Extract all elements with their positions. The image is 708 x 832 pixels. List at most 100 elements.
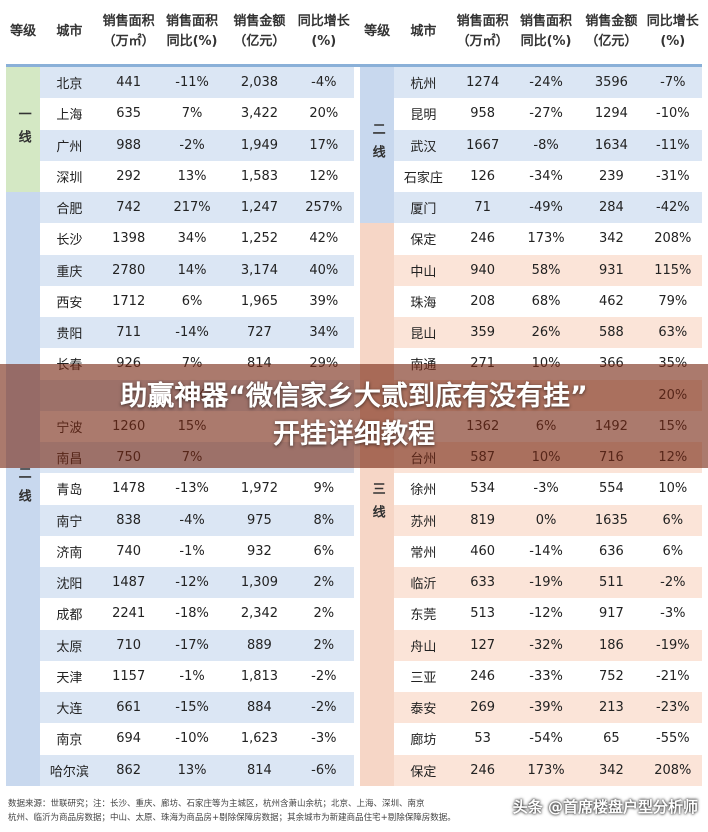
right-area-yoy-cell: -14% [512, 535, 580, 567]
left-amount-yoy-cell: -2% [293, 692, 354, 724]
table-row: 深圳 292 13% 1,583 12% 石家庄 126 -34% 239 -31% [6, 160, 702, 192]
table-row: 成都 2241 -18% 2,342 2% 东莞 513 -12% 917 -3% [6, 598, 702, 630]
right-amount-yoy-cell: -19% [643, 629, 702, 661]
right-amount-cell: 588 [579, 317, 644, 349]
banner-line-1: 助赢神器“微信家乡大贰到底有没有挂” [120, 381, 588, 412]
column-gap [353, 317, 360, 349]
column-gap [353, 348, 360, 380]
right-amount-yoy-cell: -55% [643, 723, 702, 755]
right-amount-yoy-cell: -31% [643, 160, 702, 192]
right-amount-cell: 1634 [579, 129, 644, 161]
right-city-cell: 泰安 [394, 692, 453, 724]
right-area-cell: 958 [452, 98, 513, 130]
left-amount-yoy-cell: 2% [293, 598, 354, 630]
left-city-cell: 大连 [40, 692, 99, 724]
right-area-yoy-cell: 173% [512, 223, 580, 255]
left-city-cell: 太原 [40, 629, 99, 661]
footnote-line-1: 数据来源：世联研究；注：长沙、重庆、廊坊、石家庄等为主城区，杭州含萧山余杭；北京… [8, 799, 425, 809]
left-city-cell: 合肥 [40, 192, 99, 224]
header-tier: 等级 [6, 0, 41, 67]
left-amount-cell: 3,422 [225, 98, 294, 130]
left-amount-cell: 2,038 [225, 65, 294, 99]
table-row: 南京 694 -10% 1,623 -3% 廊坊 53 -54% 65 -55% [6, 723, 702, 755]
left-area-cell: 711 [98, 317, 159, 349]
left-area-cell: 862 [98, 754, 159, 786]
column-gap [353, 535, 360, 567]
left-amount-yoy-cell: 2% [293, 567, 354, 599]
right-area-yoy-cell: -39% [512, 692, 580, 724]
left-amount-cell: 2,342 [225, 598, 294, 630]
left-area-yoy-cell: 14% [158, 254, 226, 286]
right-amount-yoy-cell: -2% [643, 567, 702, 599]
left-amount-cell: 1,309 [225, 567, 294, 599]
right-amount-yoy-cell: -23% [643, 692, 702, 724]
right-city-cell: 武汉 [394, 129, 453, 161]
left-city-cell: 贵阳 [40, 317, 99, 349]
right-amount-cell: 462 [579, 285, 644, 317]
right-amount-yoy-cell: -42% [643, 192, 702, 224]
header-row: 等级 城市 销售面积（万㎡） 销售面积同比(%) 销售金额（亿元） 同比增长(%… [6, 0, 702, 67]
table-row: 广州 988 -2% 1,949 17% 武汉 1667 -8% 1634 -11% [6, 129, 702, 161]
right-amount-cell: 1635 [579, 504, 644, 536]
table-row: 重庆 2780 14% 3,174 40% 中山 940 58% 931 115% [6, 254, 702, 286]
column-gap [353, 754, 360, 786]
right-area-yoy-cell: 58% [512, 254, 580, 286]
left-area-yoy-cell: 217% [158, 192, 226, 224]
left-amount-yoy-cell: 9% [293, 473, 354, 505]
column-gap [353, 98, 360, 130]
footnote-line-2: 杭州、临沂为商品房数据；中山、太原、珠海为商品房+剔除保障房数据；其余城市为新建… [8, 813, 456, 823]
right-city-cell: 舟山 [394, 629, 453, 661]
right-area-yoy-cell: -49% [512, 192, 580, 224]
right-area-yoy-cell: -27% [512, 98, 580, 130]
left-area-cell: 292 [98, 160, 159, 192]
right-area-cell: 460 [452, 535, 513, 567]
left-amount-yoy-cell: 2% [293, 629, 354, 661]
left-amount-cell: 727 [225, 317, 294, 349]
right-amount-yoy-cell: -3% [643, 598, 702, 630]
column-gap [353, 192, 360, 224]
left-city-cell: 济南 [40, 535, 99, 567]
right-amount-cell: 917 [579, 598, 644, 630]
left-area-yoy-cell: -11% [158, 65, 226, 99]
column-gap [353, 598, 360, 630]
left-area-cell: 1157 [98, 660, 159, 692]
left-area-cell: 1712 [98, 285, 159, 317]
column-gap [353, 254, 360, 286]
right-area-yoy-cell: -34% [512, 160, 580, 192]
right-city-cell: 东莞 [394, 598, 453, 630]
left-area-cell: 441 [98, 65, 159, 99]
column-gap [353, 65, 360, 99]
left-area-yoy-cell: -10% [158, 723, 226, 755]
table-row: 天津 1157 -1% 1,813 -2% 三亚 246 -33% 752 -21% [6, 660, 702, 692]
right-amount-cell: 284 [579, 192, 644, 224]
left-city-cell: 上海 [40, 98, 99, 130]
right-area-cell: 246 [452, 754, 513, 786]
right-area-cell: 246 [452, 223, 513, 255]
right-area-cell: 71 [452, 192, 513, 224]
left-area-cell: 635 [98, 98, 159, 130]
right-area-cell: 1667 [452, 129, 513, 161]
table-row: 贵阳 711 -14% 727 34% 昆山 359 26% 588 63% [6, 317, 702, 349]
table-row: 南宁 838 -4% 975 8% 苏州 819 0% 1635 6% [6, 504, 702, 536]
left-amount-cell: 932 [225, 535, 294, 567]
right-area-yoy-cell: 0% [512, 504, 580, 536]
left-city-cell: 南宁 [40, 504, 99, 536]
header-amount: 销售金额（亿元） [225, 0, 294, 67]
left-area-cell: 2780 [98, 254, 159, 286]
right-amount-cell: 239 [579, 160, 644, 192]
data-table: 等级 城市 销售面积（万㎡） 销售面积同比(%) 销售金额（亿元） 同比增长(%… [6, 0, 702, 786]
left-area-cell: 1487 [98, 567, 159, 599]
right-amount-yoy-cell: 79% [643, 285, 702, 317]
right-amount-cell: 636 [579, 535, 644, 567]
right-area-cell: 208 [452, 285, 513, 317]
right-area-yoy-cell: 173% [512, 754, 580, 786]
column-gap [353, 285, 360, 317]
right-city-cell: 苏州 [394, 504, 453, 536]
right-area-cell: 819 [452, 504, 513, 536]
right-area-cell: 633 [452, 567, 513, 599]
left-city-cell: 北京 [40, 65, 99, 99]
left-city-cell: 成都 [40, 598, 99, 630]
left-amount-yoy-cell: -2% [293, 660, 354, 692]
right-city-cell: 徐州 [394, 473, 453, 505]
city-sales-table: 等级 城市 销售面积（万㎡） 销售面积同比(%) 销售金额（亿元） 同比增长(%… [6, 0, 702, 786]
